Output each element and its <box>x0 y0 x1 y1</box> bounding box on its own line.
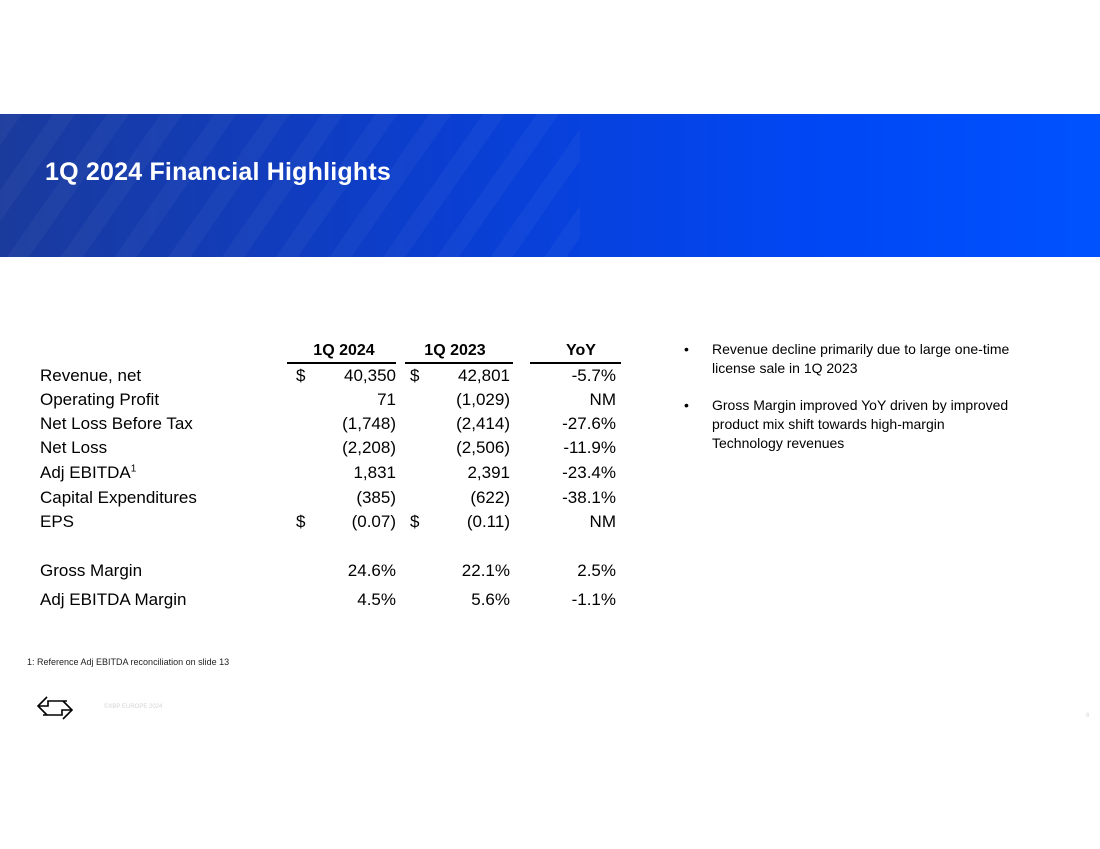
row-label-text: Adj EBITDA <box>40 463 131 482</box>
row-label: Adj EBITDA1 <box>40 463 136 483</box>
cell-yoy: NM <box>589 512 616 531</box>
column-header-yoy: YoY <box>566 342 596 359</box>
cell-1q2023: 2,391 <box>467 463 510 482</box>
cell-1q2024: (385) <box>356 488 396 507</box>
cell-1q2024: 40,350 <box>344 366 396 385</box>
bullet-text: Revenue decline primarily due to large o… <box>712 341 1010 376</box>
cell-1q2024: 24.6% <box>347 561 396 580</box>
row-label-text: Revenue, net <box>40 366 142 385</box>
cell-1q2023: 22.1% <box>461 561 510 580</box>
cell-1q2023: 5.6% <box>471 590 510 609</box>
cell-1q2024: 71 <box>377 390 396 409</box>
currency-symbol: $ <box>410 366 420 385</box>
financial-table: 1Q 2024 1Q 2023 YoY Revenue, net $40,350 $… <box>0 0 650 620</box>
slide-number: 6 <box>1086 713 1090 719</box>
copyright-text: ©XBP EUROPE 2024 <box>104 704 163 710</box>
cell-1q2024: (0.07) <box>351 512 396 531</box>
currency-symbol: $ <box>296 512 306 531</box>
row-label: Revenue, net <box>40 366 141 386</box>
row-label-text: Operating Profit <box>40 390 160 409</box>
cell-yoy: -1.1% <box>571 590 616 609</box>
column-header-1q2024: 1Q 2024 <box>313 342 375 359</box>
cell-1q2024: 4.5% <box>357 590 396 609</box>
row-label: Capital Expenditures <box>40 488 197 508</box>
row-label-text: Net Loss <box>40 438 108 457</box>
bullet-item: • Revenue decline primarily due to large… <box>684 340 1014 378</box>
cell-1q2023: (2,506) <box>456 438 510 457</box>
bullet-text: Gross Margin improved YoY driven by impr… <box>712 397 1009 451</box>
arrows-exchange-icon <box>36 696 74 720</box>
cell-1q2023: (2,414) <box>456 414 510 433</box>
cell-yoy: -27.6% <box>562 414 616 433</box>
footnote: 1: Reference Adj EBITDA reconciliation o… <box>27 657 230 667</box>
row-label: Gross Margin <box>40 561 142 581</box>
footnote-marker: 1 <box>130 463 137 475</box>
currency-symbol: $ <box>410 512 420 531</box>
cell-1q2023: (1,029) <box>456 390 510 409</box>
cell-1q2023: 42,801 <box>458 366 510 385</box>
row-label-text: Adj EBITDA Margin <box>40 590 187 609</box>
header-underline <box>405 362 513 364</box>
cell-yoy: 2.5% <box>577 561 616 580</box>
bullet-glyph: • <box>684 397 689 413</box>
row-label: Net Loss <box>40 438 107 458</box>
header-underline <box>530 362 621 364</box>
cell-1q2023: (0.11) <box>466 512 510 531</box>
cell-yoy: -5.7% <box>571 366 616 385</box>
cell-1q2024: (2,208) <box>342 438 396 457</box>
cell-1q2023: (622) <box>470 488 510 507</box>
header-underline <box>287 362 396 364</box>
slide-title: 1Q 2024 Financial Highlights <box>45 158 391 186</box>
row-label-text: Net Loss Before Tax <box>40 414 193 433</box>
cell-1q2024: 1,831 <box>353 463 396 482</box>
row-label-text: Gross Margin <box>40 561 143 580</box>
row-label: Net Loss Before Tax <box>40 414 193 434</box>
column-header-1q2023: 1Q 2023 <box>424 342 486 359</box>
row-label: Operating Profit <box>40 390 159 410</box>
row-label-text: Capital Expenditures <box>40 488 197 507</box>
bullet-glyph: • <box>684 341 689 357</box>
commentary-bullets: • Revenue decline primarily due to large… <box>684 340 1014 471</box>
row-label: Adj EBITDA Margin <box>40 590 186 610</box>
cell-yoy: NM <box>589 390 616 409</box>
cell-1q2024: (1,748) <box>342 414 396 433</box>
cell-yoy: -11.9% <box>563 438 616 457</box>
row-label: EPS <box>40 512 74 532</box>
cell-yoy: -23.4% <box>562 463 616 482</box>
bullet-item: • Gross Margin improved YoY driven by im… <box>684 396 1014 453</box>
currency-symbol: $ <box>296 366 306 385</box>
row-label-text: EPS <box>40 512 75 531</box>
title-banner: 1Q 2024 Financial Highlights <box>0 114 1100 257</box>
cell-yoy: -38.1% <box>562 488 616 507</box>
